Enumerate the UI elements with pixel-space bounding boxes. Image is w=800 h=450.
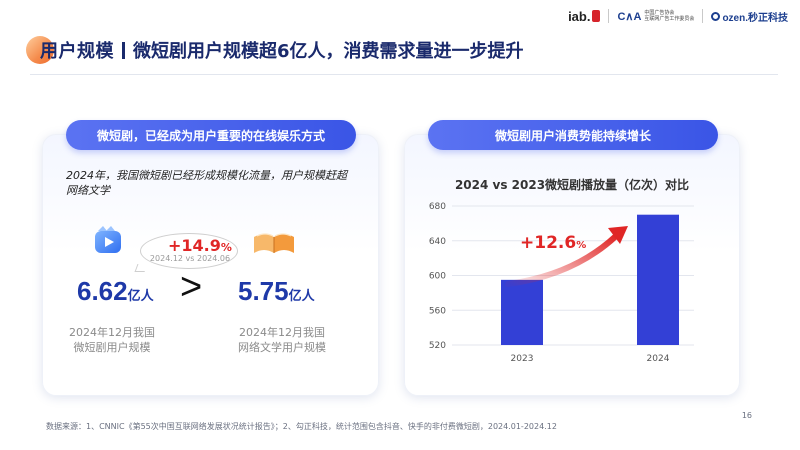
chart-growth-label: +12.6%: [520, 233, 586, 253]
title-sub: 微短剧用户规模超6亿人，消费需求量进一步提升: [133, 41, 524, 62]
ozen-logo-text: ozen.秒正科技: [722, 12, 788, 24]
title-divider: [122, 41, 125, 59]
growth-bubble: [140, 233, 238, 269]
y-tick-label: 560: [429, 306, 446, 316]
growth-value-unit: %: [220, 241, 232, 254]
short-drama-users-unit: 亿人: [127, 289, 154, 304]
play-volume-bar-chart: +12.6% 520 560 600 640 680 2023 2024: [429, 202, 694, 364]
cca-logo: C∧A 中国广告协会 互联网广告工作委员会: [617, 10, 694, 23]
iab-logo-text: iab.: [568, 8, 591, 24]
title-main: 用户规模: [40, 41, 114, 62]
chart-labels: 520 560 600 640 680 2023 2024: [429, 202, 670, 364]
chart-title: 2024 vs 2023微短剧播放量（亿次）对比: [454, 178, 690, 192]
logo-separator: [702, 9, 704, 23]
iab-logo-mark: [592, 10, 601, 22]
cca-logo-mark: C∧A: [617, 10, 642, 23]
greater-than-symbol: >: [180, 266, 203, 308]
ozen-logo-mark: [711, 11, 721, 21]
page-title: 用户规模 微短剧用户规模超6亿人，消费需求量进一步提升: [26, 36, 524, 64]
video-icon: [95, 226, 121, 253]
cca-logo-text: 中国广告协会 互联网广告工作委员会: [644, 10, 694, 22]
web-literature-users-number: 5.75: [238, 276, 289, 306]
cca-logo-text-line-1: 中国广告协会: [644, 10, 675, 16]
short-drama-users-number: 6.62: [77, 276, 128, 306]
web-literature-users-unit: 亿人: [288, 289, 315, 304]
caption-line: 微短剧用户规模: [73, 341, 151, 354]
growth-arrow-head: [608, 226, 628, 244]
chart-bars: [501, 214, 679, 345]
caption-line: 网络文学用户规模: [238, 341, 326, 354]
x-tick-label: 2024: [647, 354, 670, 364]
x-tick-label: 2023: [511, 354, 534, 364]
right-panel-header: 微短剧用户消费势能持续增长: [428, 120, 718, 150]
growth-arrow: [505, 233, 619, 287]
page-number: 16: [741, 411, 752, 420]
logo-separator: [608, 9, 610, 23]
bar-2023: [501, 279, 543, 345]
caption-line: 2024年12月我国: [239, 326, 325, 339]
bar-2024: [637, 214, 679, 345]
y-tick-label: 520: [429, 341, 446, 351]
y-tick-label: 680: [429, 202, 446, 212]
ozen-logo: ozen.秒正科技: [711, 9, 788, 24]
iab-logo: iab.: [568, 8, 601, 24]
short-drama-users-value: 6.62亿人: [77, 276, 154, 307]
cca-logo-text-line-2: 互联网广告工作委员会: [644, 16, 695, 22]
growth-note: 2024.12 vs 2024.06: [149, 254, 231, 263]
title-rule: [30, 74, 778, 75]
left-panel-header: 微短剧，已经成为用户重要的在线娱乐方式: [66, 120, 356, 150]
logo-bar: iab. C∧A 中国广告协会 互联网广告工作委员会 ozen.秒正科技: [568, 6, 788, 26]
web-literature-users-caption: 2024年12月我国 网络文学用户规模: [222, 325, 342, 355]
caption-line: 2024年12月我国: [69, 326, 155, 339]
web-literature-users-value: 5.75亿人: [238, 276, 315, 307]
title-decor-dot: [26, 36, 54, 64]
short-drama-users-caption: 2024年12月我国 微短剧用户规模: [52, 325, 172, 355]
y-tick-label: 640: [429, 237, 446, 247]
chart-growth-label-unit: %: [576, 240, 586, 251]
growth-value: +14.9%: [168, 236, 232, 255]
left-panel-lead-text: 2024年，我国微短剧已经形成规模化流量，用户规模赶超网络文学: [66, 169, 347, 197]
y-tick-label: 600: [429, 272, 446, 282]
data-source-footnote: 数据来源：1、CNNIC《第55次中国互联网络发展状况统计报告》；2、勾正科技，…: [46, 422, 557, 431]
growth-value-number: +14.9: [168, 236, 221, 255]
chart-growth-label-number: +12.6: [520, 233, 576, 253]
open-book-icon: [254, 233, 294, 253]
